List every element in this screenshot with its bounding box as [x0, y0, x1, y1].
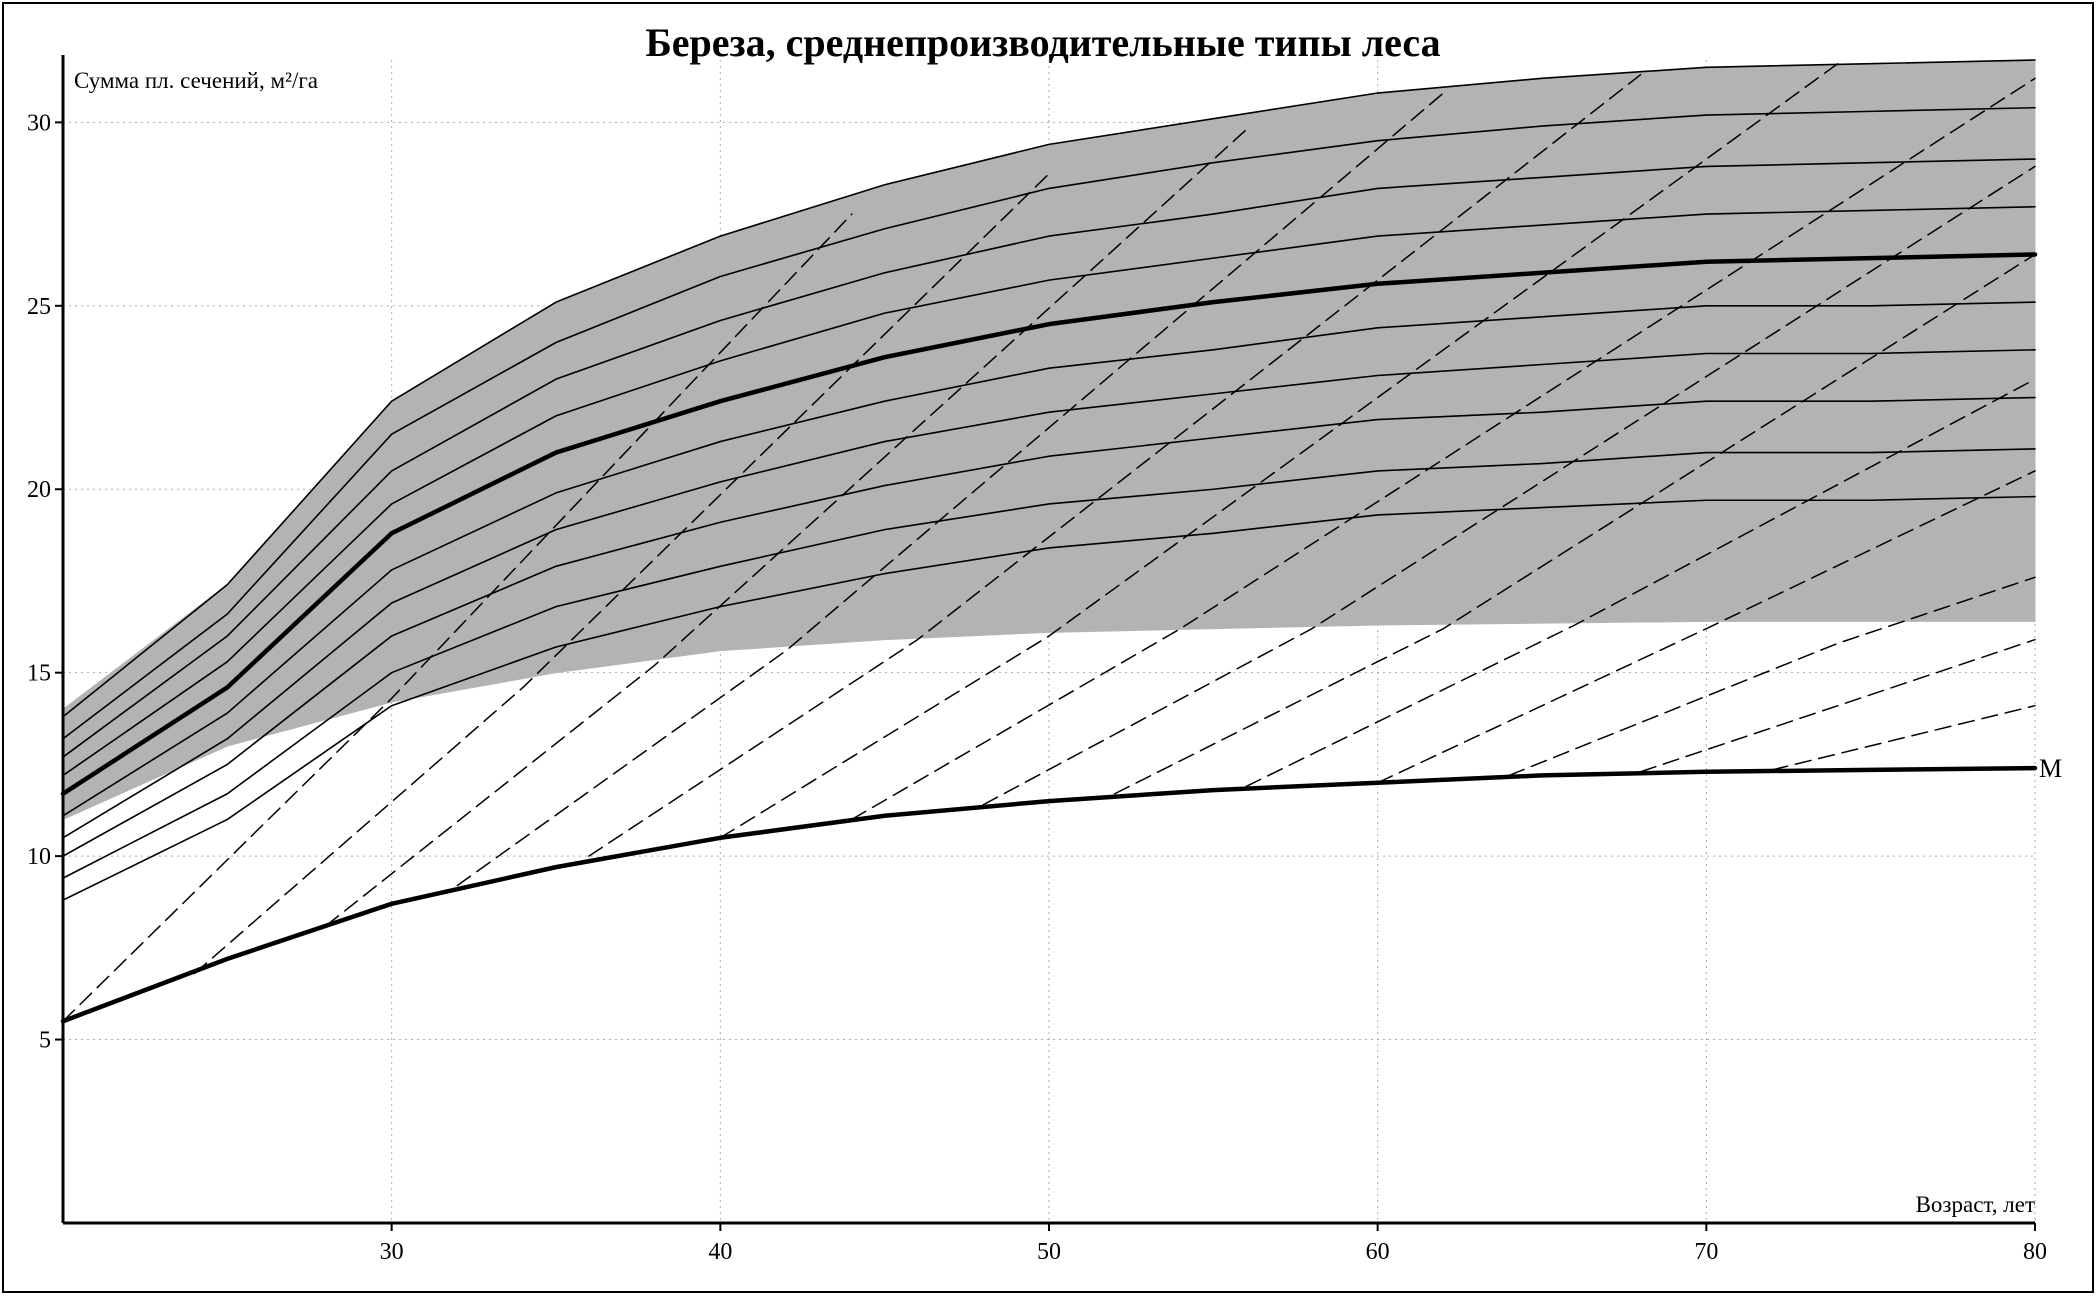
dashed-line [456, 92, 1445, 887]
dashed-line [1113, 253, 2036, 795]
x-tick-label: 50 [1037, 1239, 1061, 1265]
dashed-line [1376, 470, 2036, 784]
x-tick-label: 60 [1366, 1239, 1390, 1265]
line [62, 158, 2036, 758]
y-tick-label: 20 [27, 477, 51, 503]
line [62, 495, 2036, 901]
annotation: M [2039, 754, 2062, 783]
y-tick-label: 30 [27, 110, 51, 136]
x-tick-label: 80 [2023, 1239, 2047, 1265]
y-tick-label: 25 [27, 294, 51, 320]
dashed-line [719, 62, 1839, 839]
dashed-line [193, 172, 1050, 975]
dashed-line [851, 77, 2036, 821]
dashed-line [1245, 378, 2036, 788]
chart-title: Береза, среднепроизводительные типы леса [645, 20, 1440, 65]
dashed-line [1639, 638, 2036, 773]
dashed-line [1771, 704, 2036, 771]
y-axis-label: Сумма пл. сечений, м²/га [74, 68, 318, 93]
line [62, 349, 2036, 839]
dashed-line [325, 128, 1247, 927]
dashed-line [982, 165, 2036, 806]
x-tick-label: 70 [1694, 1239, 1718, 1265]
line [62, 301, 2036, 817]
line [62, 59, 2036, 718]
line [60, 765, 2038, 1024]
y-tick-label: 15 [27, 661, 51, 687]
y-tick-label: 10 [27, 844, 51, 870]
line [62, 205, 2036, 777]
line [62, 106, 2036, 740]
x-tick-label: 40 [708, 1239, 732, 1265]
x-axis-label: Возраст, лет [1916, 1192, 2035, 1217]
line [62, 448, 2036, 879]
y-tick-label: 5 [39, 1028, 51, 1054]
line [62, 396, 2036, 857]
line [60, 252, 2038, 797]
dashed-line [62, 213, 853, 1022]
dashed-line [1508, 576, 2036, 777]
x-tick-label: 30 [380, 1239, 404, 1265]
dashed-line [588, 73, 1642, 857]
